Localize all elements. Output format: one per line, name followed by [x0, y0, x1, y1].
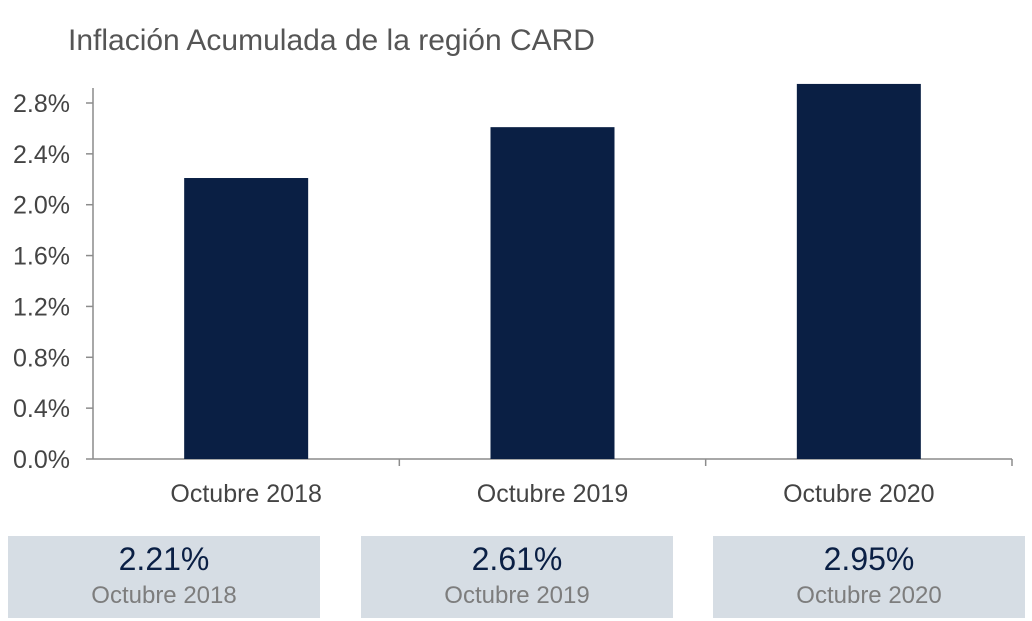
card-value: 2.21% [118, 541, 210, 577]
x-tick-label: Octubre 2020 [783, 480, 935, 508]
x-tick-label: Octubre 2018 [170, 480, 322, 508]
summary-cards: 2.21% Octubre 2018 2.61% Octubre 2019 2.… [0, 536, 1032, 618]
chart-title: Inflación Acumulada de la región CARD [68, 24, 595, 57]
summary-card-2018: 2.21% Octubre 2018 [8, 536, 320, 618]
y-tick-label: 0.8% [13, 344, 70, 372]
x-tick-label: Octubre 2019 [477, 480, 629, 508]
summary-card-2019: 2.61% Octubre 2019 [361, 536, 673, 618]
summary-card-2020: 2.95% Octubre 2020 [713, 536, 1025, 618]
bar [490, 127, 615, 460]
y-tick-label: 1.6% [13, 243, 70, 271]
y-tick-label: 0.4% [13, 395, 70, 423]
bar [184, 178, 309, 459]
card-value: 2.61% [471, 541, 563, 577]
card-value: 2.95% [823, 541, 915, 577]
y-tick-label: 2.0% [13, 192, 70, 220]
y-tick-label: 2.8% [13, 90, 70, 118]
card-label: Octubre 2020 [796, 582, 942, 609]
y-tick-label: 2.4% [13, 141, 70, 169]
bar-chart: 0.0% 0.4% 0.8% 1.2% 1.6% 2.0% 2.4% 2.8% Octubre … [13, 83, 1013, 508]
card-label: Octubre 2018 [91, 582, 237, 609]
card-label: Octubre 2019 [444, 582, 590, 609]
bar [796, 83, 921, 459]
y-tick-label: 0.0% [13, 446, 70, 474]
y-tick-label: 1.2% [13, 293, 70, 321]
